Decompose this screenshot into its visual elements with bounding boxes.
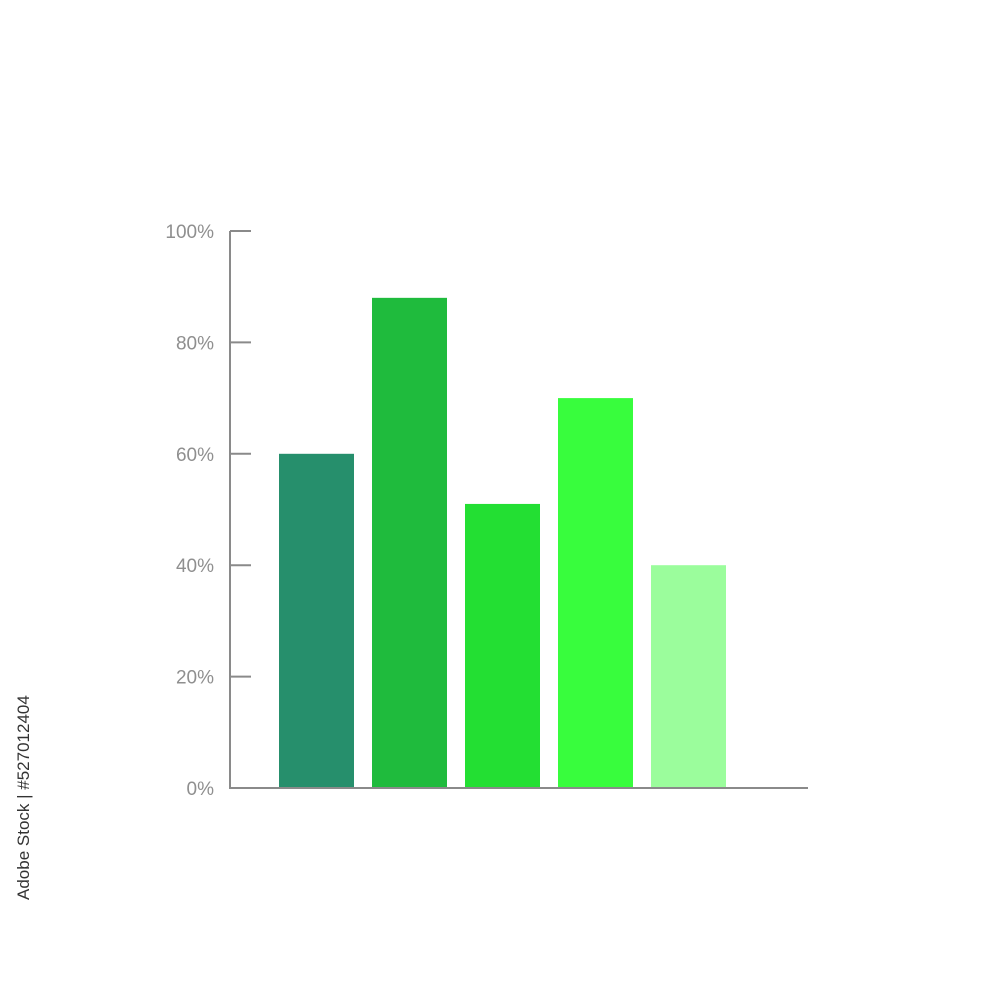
stock-id-label: Adobe Stock | #527012404	[14, 695, 33, 900]
y-tick-label: 80%	[176, 333, 214, 354]
y-tick-label: 60%	[176, 445, 214, 466]
y-tick-label: 20%	[176, 668, 214, 689]
bar-2	[372, 297, 447, 788]
y-tick-label: 40%	[176, 556, 214, 577]
bars	[279, 297, 726, 788]
y-tick-label: 100%	[165, 222, 214, 243]
bar-1	[279, 453, 354, 788]
bar-5	[651, 565, 726, 788]
y-tick-label: 0%	[187, 779, 215, 800]
bar-3	[465, 503, 540, 788]
bar-4	[558, 398, 633, 788]
y-axis-ticks: 0% 20% 40% 60% 80% 100%	[165, 222, 251, 800]
